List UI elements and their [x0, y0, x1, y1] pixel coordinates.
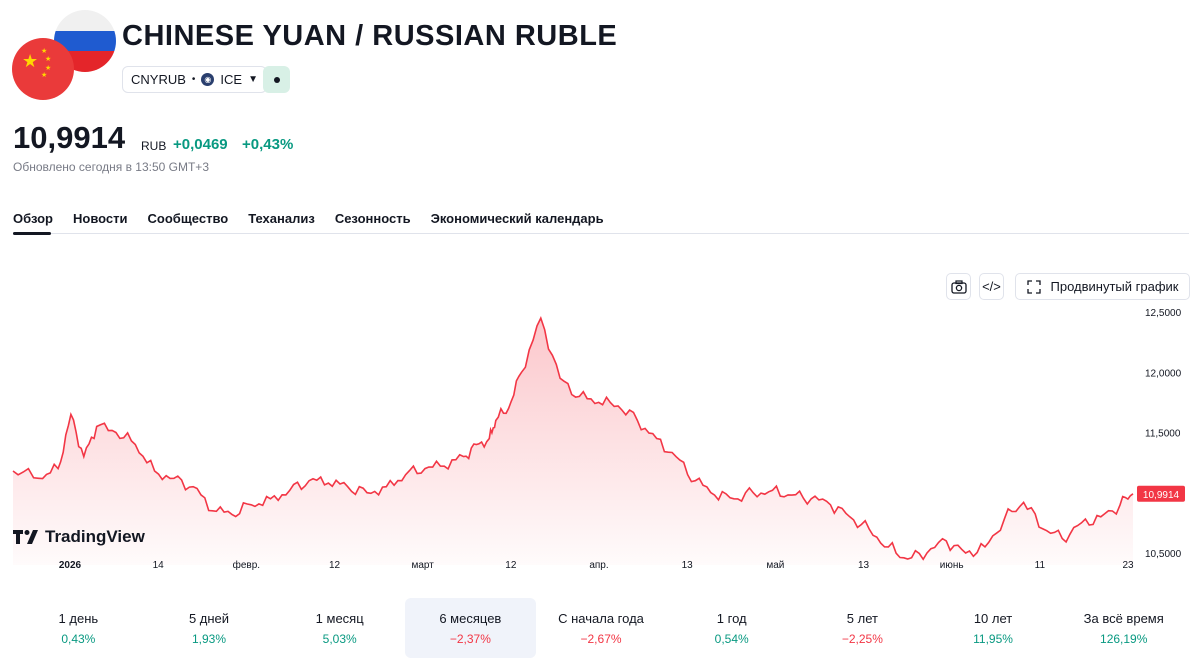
period-label: 5 лет	[846, 610, 878, 626]
chart-price-line	[12, 315, 1134, 561]
chevron-down-icon: ▼	[248, 74, 258, 85]
x-tick-label: 11	[1035, 560, 1046, 571]
symbol-selector[interactable]: CNYRUB • ◉ ICE ▼	[122, 66, 267, 93]
tabs-divider	[13, 233, 1189, 234]
period-label: 5 дней	[188, 610, 230, 626]
currency-flags: ★ ★ ★ ★ ★	[12, 10, 116, 102]
period-0[interactable]: 1 день 0,43%	[13, 598, 144, 658]
period-label: За всё время	[1083, 610, 1164, 626]
price-chart[interactable]: 12,5000 12,0000 11,5000 10,5000 2026 14 февр.…	[0, 300, 1200, 590]
period-7[interactable]: 10 лет 11,95%	[928, 598, 1059, 658]
section-tabs: Обзор Новости Сообщество Теханализ Сезон…	[13, 211, 624, 226]
separator-dot: •	[191, 74, 196, 85]
period-2[interactable]: 1 месяц 5,03%	[274, 598, 405, 658]
period-label: 10 лет	[973, 610, 1013, 626]
symbol-label: CNYRUB	[131, 72, 186, 87]
period-label: 1 день	[58, 610, 99, 626]
chart-area-fill	[13, 318, 1133, 565]
camera-icon	[950, 279, 967, 294]
advanced-chart-label: Продвинутый график	[1050, 279, 1179, 294]
advanced-chart-button[interactable]: Продвинутый график	[1015, 273, 1190, 300]
tab-overview[interactable]: Обзор	[13, 211, 53, 226]
code-icon: </>	[982, 279, 1001, 294]
fullscreen-icon	[1026, 279, 1041, 294]
period-1[interactable]: 5 дней 1,93%	[144, 598, 275, 658]
period-value: −2,25%	[841, 631, 883, 646]
x-tick-label: апр.	[589, 560, 608, 571]
exchange-label: ICE	[220, 72, 243, 87]
tab-technicals[interactable]: Теханализ	[248, 211, 315, 226]
period-value: 0,43%	[61, 631, 96, 646]
tab-community[interactable]: Сообщество	[147, 211, 229, 226]
period-5[interactable]: 1 год 0,54%	[666, 598, 797, 658]
period-value: 126,19%	[1100, 631, 1148, 646]
period-label: 6 месяцев	[439, 610, 502, 626]
price-change: +0,0469	[173, 136, 228, 153]
exchange-icon: ◉	[201, 73, 215, 86]
status-dot-icon	[273, 76, 280, 83]
period-value: 0,54%	[714, 631, 749, 646]
embed-button[interactable]: </>	[979, 273, 1004, 300]
price-change-percent: +0,43%	[242, 136, 294, 153]
x-tick-label: 13	[858, 560, 870, 571]
page-title: CHINESE YUAN / RUSSIAN RUBLE	[122, 20, 618, 52]
period-4[interactable]: С начала года −2,67%	[536, 598, 667, 658]
period-8[interactable]: За всё время 126,19%	[1058, 598, 1189, 658]
x-tick-label: 13	[682, 560, 694, 571]
tradingview-logo[interactable]: TradingView	[13, 527, 145, 547]
y-tick-label: 11,5000	[1145, 429, 1181, 440]
tab-news[interactable]: Новости	[73, 211, 128, 226]
x-tick-label: 23	[1122, 560, 1134, 571]
period-3[interactable]: 6 месяцев −2,37%	[405, 598, 536, 658]
active-tab-indicator	[13, 232, 51, 235]
price-currency: RUB	[141, 139, 167, 153]
x-tick-label: 14	[153, 560, 165, 571]
y-tick-label: 12,5000	[1145, 308, 1182, 319]
x-tick-label: 2026	[59, 560, 82, 571]
tradingview-logo-text: TradingView	[45, 527, 145, 546]
last-price-badge	[1137, 485, 1185, 502]
x-tick-label: 12	[329, 560, 341, 571]
x-tick-label: февр.	[233, 559, 260, 571]
snapshot-button[interactable]	[946, 273, 971, 300]
last-price-label: 10,9914	[1143, 490, 1180, 501]
y-tick-label: 10,5000	[1145, 549, 1182, 560]
updated-time: Обновлено сегодня в 13:50 GMT+3	[13, 160, 209, 174]
current-price: 10,9914	[13, 120, 126, 155]
period-value: −2,67%	[580, 631, 622, 646]
period-label: 1 год	[716, 610, 747, 626]
tab-seasonals[interactable]: Сезонность	[334, 211, 411, 226]
x-tick-label: 12	[505, 560, 517, 571]
x-tick-label: май	[766, 560, 784, 571]
y-tick-label: 12,0000	[1145, 368, 1182, 379]
tradingview-logo-icon	[13, 530, 38, 544]
period-value: −2,37%	[449, 631, 491, 646]
x-tick-label: июнь	[940, 560, 964, 571]
period-label: 1 месяц	[315, 610, 364, 626]
x-tick-label: март	[411, 560, 434, 571]
performance-periods: 1 день 0,43% 5 дней 1,93% 1 месяц 5,03% 6 меся…	[13, 598, 1189, 658]
tab-economic-calendar[interactable]: Экономический календарь	[430, 211, 604, 226]
period-value: 5,03%	[322, 631, 357, 646]
period-6[interactable]: 5 лет −2,25%	[797, 598, 928, 658]
china-flag-icon: ★ ★ ★ ★ ★	[12, 38, 74, 100]
period-value: 1,93%	[191, 631, 227, 646]
period-value: 11,95%	[973, 631, 1013, 646]
market-status-badge[interactable]	[263, 66, 290, 93]
period-label: С начала года	[558, 610, 644, 626]
